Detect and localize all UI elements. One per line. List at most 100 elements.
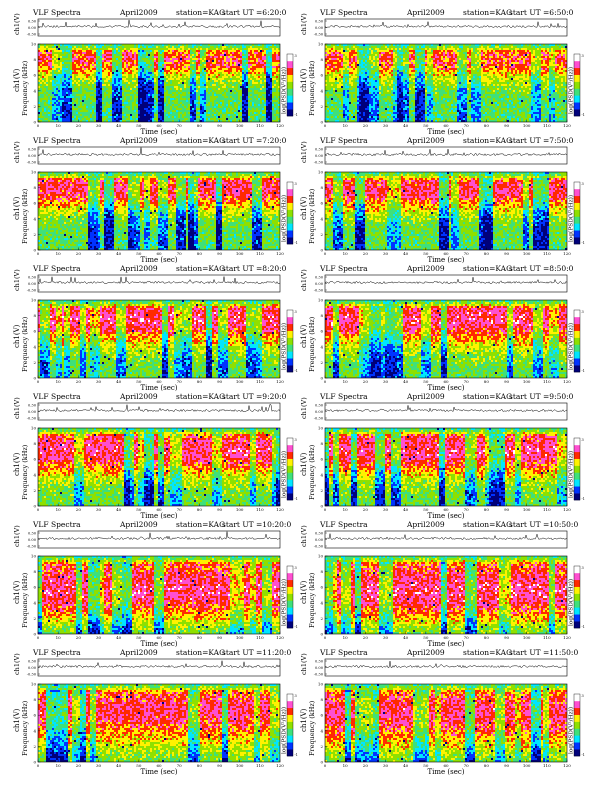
spectrogram-xtick-label: 0 xyxy=(37,507,40,512)
spectrogram-xtick-label: 80 xyxy=(484,763,490,768)
spectrogram-ytick-label: 8 xyxy=(33,313,36,318)
colorbar-segment xyxy=(287,210,293,217)
spectrogram-xlabel: Time (sec) xyxy=(140,256,177,264)
spectrogram-ylabel: Frequency (kHz) xyxy=(21,188,29,244)
spectrogram-ytick-label: 6 xyxy=(33,73,36,78)
spectrogram-xtick-label: 10 xyxy=(56,123,62,128)
colorbar-tick-label: 3 xyxy=(295,54,297,58)
panel-date: April2009 xyxy=(119,648,158,657)
waveform-ylabel: ch1(V) xyxy=(300,269,308,291)
spectrogram-xtick-label: 40 xyxy=(116,251,122,256)
waveform-ytick-label: 0.30 xyxy=(315,276,324,280)
spectrogram-ytick-label: 6 xyxy=(320,329,323,334)
spectrogram-channel-label: ch1(V) xyxy=(300,324,308,348)
colorbar-segment xyxy=(287,728,293,735)
colorbar-segment xyxy=(287,472,293,479)
waveform-frame xyxy=(38,19,280,36)
spectrogram-xtick-label: 40 xyxy=(116,507,122,512)
spectrogram-xtick-label: 40 xyxy=(403,123,409,128)
spectrogram-ylabel: Frequency (kHz) xyxy=(21,572,29,628)
spectrogram-channel-label: ch1(V) xyxy=(13,452,21,476)
panel-title: VLF Spectra xyxy=(32,136,81,145)
waveform-ytick-label: -0.30 xyxy=(314,545,324,549)
spectrogram-xtick-label: 10 xyxy=(56,379,62,384)
spectrogram-xlabel: Time (sec) xyxy=(140,768,177,776)
spectrogram-xtick-label: 80 xyxy=(197,379,203,384)
colorbar-tick-label: -1 xyxy=(582,241,585,245)
colorbar-segment xyxy=(287,365,293,372)
spectrogram-ytick-label: 4 xyxy=(33,216,36,221)
spectrogram-xtick-label: 90 xyxy=(217,123,223,128)
waveform-trace xyxy=(38,148,280,156)
panel-date: April2009 xyxy=(119,136,158,145)
spectrogram-ytick-label: 4 xyxy=(320,344,323,349)
colorbar-segment xyxy=(287,196,293,203)
colorbar-segment xyxy=(287,445,293,452)
waveform-ytick-label: 0.00 xyxy=(28,538,37,542)
spectrogram-xtick-label: 110 xyxy=(256,251,264,256)
colorbar-segment xyxy=(287,95,293,102)
colorbar-label: log(PSD(V²/Hz)) xyxy=(568,323,575,370)
spectrogram-xtick-label: 120 xyxy=(563,507,571,512)
colorbar-label: log(PSD(V²/Hz)) xyxy=(281,579,288,626)
spectrogram-ytick-label: 6 xyxy=(33,585,36,590)
colorbar-segment xyxy=(287,61,293,68)
spectrogram-ytick-label: 8 xyxy=(320,185,323,190)
colorbar-label: log(PSD(V²/Hz)) xyxy=(568,579,575,626)
panel-start-time: start UT =8:50:0 xyxy=(509,264,574,273)
panel-start-time: start UT =10:20:0 xyxy=(222,520,291,529)
waveform-trace xyxy=(38,661,280,668)
waveform-ylabel: ch1(V) xyxy=(13,397,21,419)
colorbar-segment xyxy=(287,694,293,701)
colorbar-segment xyxy=(287,223,293,230)
spectrogram-xtick-label: 100 xyxy=(236,251,244,256)
colorbar-segment xyxy=(287,216,293,223)
colorbar-tick-label: -1 xyxy=(295,625,298,629)
waveform-ytick-label: -0.30 xyxy=(314,417,324,421)
panel-station: station=KAG xyxy=(176,8,225,17)
spectrogram-xtick-label: 40 xyxy=(403,763,409,768)
colorbar-segment xyxy=(574,338,580,345)
panel-station: station=KAG xyxy=(176,392,225,401)
spectrogram-xtick-label: 110 xyxy=(543,251,551,256)
waveform-frame xyxy=(38,659,280,676)
panel-station: station=KAG xyxy=(176,264,225,273)
spectrogram-ytick-label: 8 xyxy=(320,313,323,318)
waveform-ytick-label: 0.30 xyxy=(315,148,324,152)
waveform-ytick-label: 0.30 xyxy=(315,404,324,408)
waveform-trace xyxy=(38,404,280,411)
panel-station: station=KAG xyxy=(463,520,512,529)
colorbar-segment xyxy=(574,479,580,486)
spectrogram-xtick-label: 120 xyxy=(276,635,284,640)
colorbar-segment xyxy=(287,237,293,244)
colorbar-label: log(PSD(V²/Hz)) xyxy=(281,451,288,498)
spectrogram-xtick-label: 80 xyxy=(197,507,203,512)
colorbar-segment xyxy=(287,317,293,324)
colorbar-segment xyxy=(287,310,293,317)
spectrogram-xtick-label: 90 xyxy=(504,507,510,512)
spectrogram-ylabel: Frequency (kHz) xyxy=(308,444,316,500)
spectrogram-xlabel: Time (sec) xyxy=(427,128,464,136)
colorbar-segment xyxy=(574,351,580,358)
spectrogram-ytick-label: 6 xyxy=(33,457,36,462)
waveform-ytick-label: 0.00 xyxy=(315,666,324,670)
spectrogram-xtick-label: 40 xyxy=(116,635,122,640)
waveform-trace xyxy=(325,405,567,411)
waveform-ylabel: ch1(V) xyxy=(13,653,21,675)
colorbar-tick-label: 3 xyxy=(295,438,297,442)
waveform-ylabel: ch1(V) xyxy=(13,141,21,163)
colorbar-segment xyxy=(574,88,580,95)
spectrogram-xtick-label: 40 xyxy=(116,763,122,768)
spectrogram-ytick-label: 4 xyxy=(320,88,323,93)
colorbar-tick-label: -1 xyxy=(582,113,585,117)
spectrogram-ytick-label: 10 xyxy=(31,170,37,175)
spectrogram-xtick-label: 30 xyxy=(383,507,389,512)
spectrogram-image xyxy=(38,300,280,378)
spectrogram-xtick-label: 110 xyxy=(256,635,264,640)
colorbar-tick-label: -1 xyxy=(295,113,298,117)
waveform-ylabel: ch1(V) xyxy=(13,525,21,547)
spectrogram-xtick-label: 80 xyxy=(484,123,490,128)
panel-date: April2009 xyxy=(119,264,158,273)
panel-date: April2009 xyxy=(119,8,158,17)
